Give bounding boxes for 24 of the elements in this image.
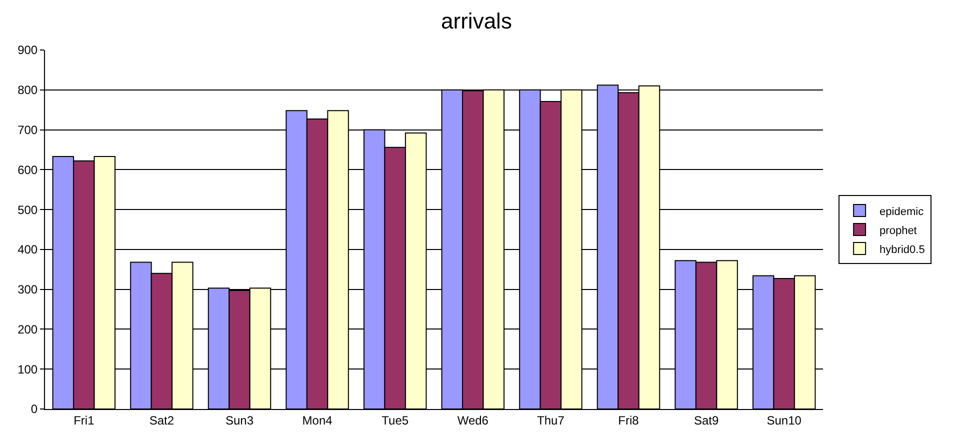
y-tick-label: 500 (18, 202, 38, 217)
legend-label: epidemic (880, 206, 924, 218)
y-tick-label: 300 (18, 282, 38, 297)
x-tick-label: Fri8 (618, 413, 640, 428)
x-tick-label: Sun3 (225, 413, 254, 428)
y-tick-label: 900 (18, 43, 38, 58)
x-tick-label: Wed6 (457, 413, 489, 428)
x-tick-label: Thu7 (537, 413, 565, 428)
chart-title: arrivals (441, 8, 512, 34)
x-tick-label: Mon4 (302, 413, 333, 428)
legend-label: hybrid0.5 (880, 244, 925, 256)
y-tick-label: 700 (18, 122, 38, 137)
x-tick-label: Sun10 (766, 413, 802, 428)
x-tick-label: Tue5 (382, 413, 409, 428)
y-tick-label: 400 (18, 242, 38, 257)
legend-label: prophet (880, 224, 917, 237)
x-tick-label: Fri1 (74, 413, 95, 428)
y-tick-label: 200 (18, 322, 38, 336)
y-tick-label: 100 (18, 362, 38, 376)
x-tick-label: Sat9 (694, 413, 719, 428)
x-tick-label: Sat2 (149, 413, 174, 428)
y-tick-label: 600 (18, 162, 38, 177)
y-tick-label: 0 (30, 402, 38, 416)
y-tick-label: 800 (18, 83, 38, 98)
